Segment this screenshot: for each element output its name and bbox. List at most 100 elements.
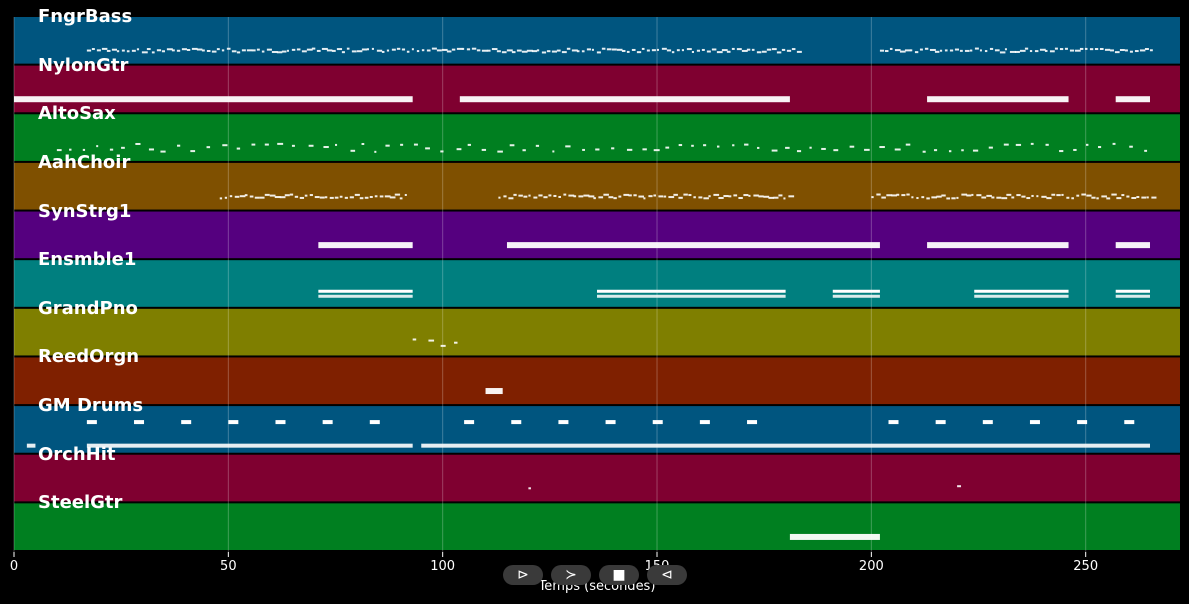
note-mark — [1051, 193, 1056, 196]
note-mark — [708, 195, 711, 198]
note-mark — [359, 197, 364, 200]
drum-hit — [181, 420, 192, 425]
note-mark — [1039, 48, 1046, 51]
rewind-button[interactable]: ⊲ — [647, 565, 687, 585]
note-mark — [849, 145, 855, 148]
note-mark — [344, 196, 348, 199]
drum-hit — [888, 420, 899, 425]
note-mark — [809, 146, 812, 149]
note-mark — [1066, 196, 1070, 199]
note-mark — [1003, 143, 1009, 146]
note-mark — [1034, 50, 1039, 53]
note-mark — [566, 47, 571, 50]
note-mark — [536, 49, 540, 52]
note-segment — [832, 294, 880, 298]
note-mark — [259, 196, 265, 199]
note-mark — [366, 48, 370, 51]
note-mark — [271, 51, 278, 54]
note-mark — [1074, 49, 1081, 52]
note-mark — [1084, 47, 1088, 50]
note-mark — [628, 194, 632, 197]
note-mark — [946, 197, 951, 200]
note-segment — [927, 96, 1069, 103]
note-mark — [1004, 48, 1007, 51]
note-mark — [266, 48, 272, 51]
note-segment — [318, 242, 413, 249]
note-mark — [956, 196, 959, 199]
note-mark — [618, 195, 622, 198]
drum-hit — [982, 420, 993, 425]
note-mark — [546, 50, 551, 53]
note-mark — [231, 50, 237, 53]
note-mark — [744, 143, 749, 146]
note-mark — [431, 47, 437, 50]
x-tick-label: 50 — [220, 559, 237, 574]
note-mark — [481, 49, 488, 52]
note-mark — [481, 148, 487, 151]
note-mark — [905, 143, 911, 146]
note-mark — [461, 47, 465, 50]
note-mark — [951, 197, 956, 200]
note-mark — [1069, 49, 1075, 52]
note-mark — [701, 48, 705, 51]
note-mark — [821, 147, 826, 150]
track-label: SteelGtr — [38, 492, 123, 514]
play-button[interactable]: ⊳ — [503, 565, 543, 585]
note-mark — [321, 47, 328, 50]
note-mark — [876, 193, 881, 196]
note-mark — [299, 196, 305, 199]
note-mark — [588, 195, 595, 198]
note-mark — [676, 49, 680, 52]
note-mark — [683, 193, 688, 196]
note-mark — [404, 193, 407, 196]
note-mark — [1049, 50, 1055, 53]
note-mark — [781, 48, 786, 51]
note-mark — [1111, 193, 1117, 196]
note-mark — [1026, 197, 1031, 200]
note-mark — [1041, 195, 1047, 198]
note-mark — [374, 150, 377, 153]
note-mark — [678, 144, 683, 147]
note-mark — [421, 49, 425, 52]
stop-button[interactable]: ■ — [599, 565, 639, 585]
note-mark — [681, 49, 685, 52]
note-mark — [1149, 49, 1153, 52]
note-mark — [101, 47, 108, 50]
note-mark — [944, 49, 948, 52]
note-mark — [279, 196, 286, 199]
note-mark — [653, 149, 660, 152]
note-mark — [646, 49, 650, 52]
note-mark — [561, 51, 567, 54]
note-mark — [884, 50, 889, 53]
track-label: AltoSax — [38, 103, 116, 125]
note-mark — [548, 194, 552, 197]
note-segment — [927, 242, 1069, 249]
drum-hit — [322, 420, 333, 425]
note-mark — [1054, 47, 1058, 50]
note-mark — [999, 51, 1006, 54]
note-mark — [565, 145, 571, 148]
track-lane — [14, 162, 1180, 210]
note-mark — [1098, 146, 1102, 149]
note-mark — [151, 51, 155, 54]
note-segment — [1115, 96, 1150, 103]
note-mark — [723, 195, 729, 198]
note-mark — [703, 197, 709, 200]
note-mark — [989, 47, 994, 50]
note-mark — [166, 48, 173, 51]
note-mark — [346, 47, 350, 50]
fast-forward-button[interactable]: ≻ — [551, 565, 591, 585]
note-mark — [497, 150, 503, 153]
note-mark — [350, 149, 356, 152]
note-mark — [631, 48, 636, 51]
note-mark — [176, 49, 181, 52]
note-mark — [121, 49, 125, 52]
note-mark — [696, 49, 700, 52]
note-mark — [518, 194, 523, 197]
note-mark — [686, 48, 692, 51]
note-mark — [506, 49, 513, 52]
note-mark — [1024, 47, 1029, 50]
note-mark — [1061, 193, 1064, 196]
track-lane — [14, 17, 1180, 64]
note-mark — [289, 193, 294, 196]
